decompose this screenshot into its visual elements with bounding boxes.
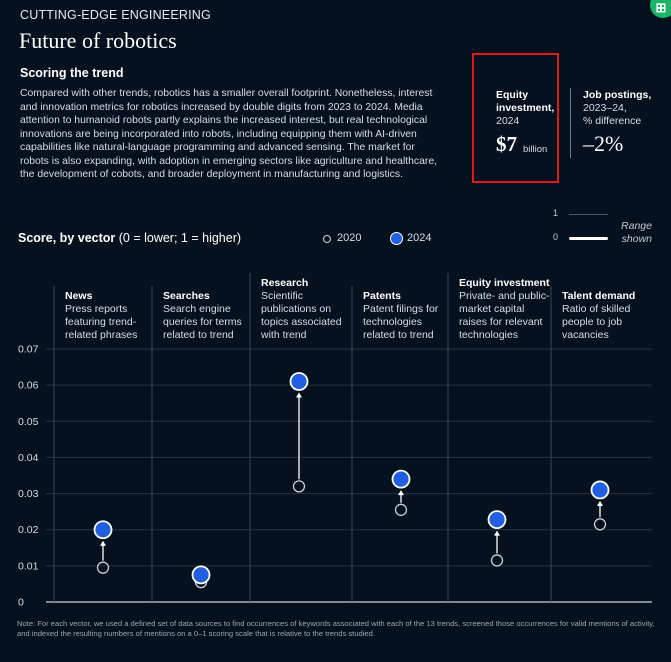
vector-title: Talent demand <box>562 290 636 302</box>
vector-description-line: Press reports <box>65 303 128 315</box>
vector-title: Equity investment <box>459 277 550 289</box>
vector-header: Equity investment Private- and public-mar… <box>459 277 549 342</box>
vector-description-line: topics associated <box>261 316 342 328</box>
vector-description-line: publications on <box>261 303 332 315</box>
vector-description-line: Patent filings for <box>363 303 439 315</box>
vector-description-line: related to trend <box>163 329 234 341</box>
vector-description-line: technologies <box>363 316 422 328</box>
point-2020 <box>593 518 607 531</box>
y-tick-label: 0.02 <box>18 524 39 536</box>
y-tick-label: 0 <box>18 597 24 609</box>
point-2024 <box>487 510 507 529</box>
range-shown-label: Range shown <box>616 220 652 246</box>
chart-title: Score, by vector (0 = lower; 1 = higher) <box>18 231 241 245</box>
range-shown-line <box>569 237 608 240</box>
vector-description-line: vacancies <box>562 329 609 341</box>
equity-kpi-label-text: Equity investment, <box>496 89 555 114</box>
section-subtitle: Scoring the trend <box>20 66 124 80</box>
legend-2020-label: 2020 <box>337 232 362 244</box>
range-bottom-label: 0 <box>553 232 559 242</box>
eyebrow: CUTTING-EDGE ENGINEERING <box>20 8 211 22</box>
page-title: Future of robotics <box>19 28 177 53</box>
point-2024 <box>289 372 309 391</box>
highlight-box <box>472 53 559 183</box>
equity-kpi-value: $7 <box>496 132 517 156</box>
vector-header: Searches Search engine queries for terms re… <box>163 290 242 342</box>
jobs-kpi-sub: 2023–24, % difference <box>583 102 641 127</box>
point-2024 <box>191 565 211 585</box>
change-arrowhead <box>597 500 603 506</box>
vector-header: Research Scientific publications on topics … <box>261 277 342 342</box>
vector-header: News Press reports featuring trend-related… <box>65 290 137 342</box>
change-arrowhead <box>398 490 404 496</box>
y-tick-label: 0.06 <box>18 380 39 392</box>
chart-title-bold: Score, by vector <box>18 231 116 245</box>
point-2020 <box>490 554 504 567</box>
vector-title: News <box>65 290 93 302</box>
point-2024 <box>93 520 113 540</box>
y-tick-label: 0.03 <box>18 488 39 500</box>
grid-badge-icon[interactable]: ⊞ <box>650 0 671 18</box>
jobs-kpi-period: 2023–24, <box>583 102 627 114</box>
legend-2024-marker <box>390 232 403 245</box>
point-2020 <box>292 480 306 493</box>
y-tick-label: 0.05 <box>18 416 39 428</box>
vector-description-line: technologies <box>459 329 518 341</box>
range-label-1: Range <box>621 220 652 232</box>
intro-paragraph: Compared with other trends, robotics has… <box>20 88 438 180</box>
equity-kpi-unit: billion <box>523 144 548 155</box>
legend-2024-label: 2024 <box>407 232 432 244</box>
equity-kpi-label: Equity investment, <box>496 89 566 115</box>
vector-description-line: related to trend <box>363 329 434 341</box>
legend-2020-marker <box>323 235 331 243</box>
y-tick-label: 0.01 <box>18 560 39 572</box>
vector-description-line: featuring trend- <box>65 316 137 328</box>
y-tick-label: 0.07 <box>18 344 39 356</box>
vector-description-line: related phrases <box>65 329 138 341</box>
equity-kpi-year: 2024 <box>496 115 520 127</box>
change-arrowhead <box>494 530 500 536</box>
footnote: Note: For each vector, we used a defined… <box>17 619 655 638</box>
vector-description-line: with trend <box>261 329 307 341</box>
point-2020 <box>96 561 110 574</box>
vector-description-line: Scientific <box>261 290 304 302</box>
point-2020 <box>394 503 408 516</box>
range-label-2: shown <box>621 233 652 245</box>
jobs-kpi-value: –2% <box>583 131 624 156</box>
vector-title: Patents <box>363 290 401 302</box>
point-2024 <box>590 480 610 500</box>
vector-header: Talent demand Ratio of skilled people to j… <box>562 290 635 342</box>
jobs-kpi-label: Job postings, <box>583 89 652 101</box>
vector-description-line: market capital <box>459 303 525 315</box>
vector-header: Patents Patent filings for technologies rel… <box>363 290 438 342</box>
vector-description-line: queries for terms <box>163 316 242 328</box>
range-full-line <box>569 214 608 215</box>
y-tick-label: 0.04 <box>18 452 39 464</box>
vector-description-line: Search engine <box>163 303 231 315</box>
vector-description-line: Private- and public- <box>459 290 550 302</box>
vector-description-line: raises for relevant <box>459 316 543 328</box>
jobs-kpi-metric: % difference <box>583 114 642 127</box>
range-top-label: 1 <box>553 208 559 218</box>
vector-description-line: people to job <box>562 316 623 328</box>
change-arrowhead <box>100 540 106 546</box>
change-arrowhead <box>296 392 302 398</box>
chart-title-scale: (0 = lower; 1 = higher) <box>115 231 242 245</box>
vector-title: Searches <box>163 290 210 302</box>
kpi-divider <box>570 88 571 158</box>
vector-title: Research <box>261 277 309 289</box>
point-2024 <box>391 469 411 489</box>
vector-description-line: Ratio of skilled <box>562 303 631 315</box>
